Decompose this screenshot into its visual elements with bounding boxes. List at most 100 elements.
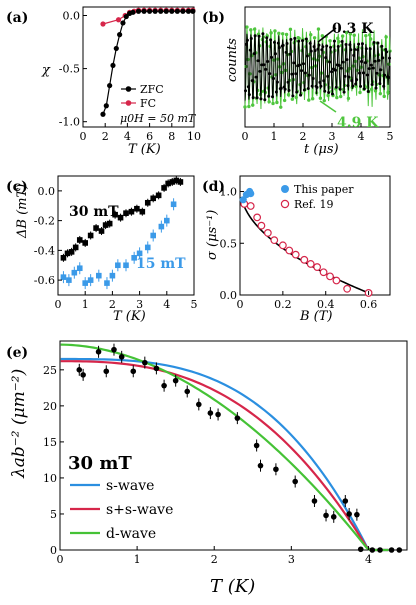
series-0-3k-point [290,72,294,76]
series-0-3k-point [313,49,317,53]
panel-c-xtick-label: 3 [136,298,143,311]
series-4-9k-point [251,103,255,107]
series-0-3k-point [250,79,254,83]
panel-a-ytick-label: -0.5 [59,63,80,76]
panel-a-xtick-label: 6 [146,130,153,143]
zfc-point [100,111,106,117]
data-point [95,349,102,355]
series-4-9k-point [290,97,295,101]
zfc-point [135,8,142,14]
series-0-3k-point [343,74,347,78]
legend-this-paper-marker [281,185,289,193]
series-0-3k-point [340,39,344,43]
series-0-3k-point [374,86,378,90]
fit-curve [240,196,370,295]
series-0-3k-point [344,42,348,46]
series-15mt-point [123,262,129,269]
series-0-3k-point [380,44,384,48]
series-0-3k-point [363,61,367,65]
series-4-9k-point [322,98,326,103]
ref19-point [278,241,287,250]
panel-e-xtick-label: 4 [365,553,372,566]
ref19-point [326,272,334,281]
series-4-9k-point [335,95,339,100]
zfc-point [103,103,109,109]
series-4-9k-point [364,33,368,38]
series-0-3k-point [365,73,369,77]
data-point [207,410,214,416]
series-0-3k-point [353,47,357,51]
data-point [172,377,179,384]
series-0-3k-point [379,68,383,72]
series-4-9k-point [368,37,373,41]
series-0-3k-point [277,46,281,50]
zfc-point [107,82,113,89]
data-point [234,415,241,421]
data-point [354,511,360,518]
series-30mt-point [76,237,83,243]
series-0-3k-point [318,80,322,84]
series-0-3k-point [315,85,319,89]
panel-d-xtick-label: 0.2 [274,298,292,311]
ref19-point [257,221,266,230]
series-4-9k-point [320,34,325,38]
panel-d-ylabel: σ (μs⁻¹) [205,210,220,260]
panel-a-annotation: μ0H = 50 mT [120,112,197,125]
panel-c-xtick-label: 4 [163,298,170,311]
series-15mt-point [150,232,156,239]
panel-d-frame [239,175,391,296]
series-4-9k-point [277,31,281,36]
series-4-9k-point [279,105,283,109]
panel-b-xtick-label: 3 [329,130,336,143]
series-0-3k-point [258,69,262,73]
series-15mt-point [144,244,151,251]
series-0-3k-point [243,89,247,93]
data-point [80,372,86,378]
panel-a-label: (a) [6,10,28,26]
series-0-3k-point [303,71,307,75]
series-0-3k-point [259,97,263,101]
panel-a-frame [82,6,195,128]
legend-ref19-label: Ref. 19 [294,198,333,211]
ref19-point [270,236,279,245]
series-0-3k-point [348,43,352,47]
series-0-3k-point [362,87,366,91]
panel-e-ytick-label: 10 [43,472,57,485]
data-point [130,368,137,375]
series-0-3k-point [285,41,289,45]
series-0-3k-point [330,92,334,96]
series-0-3k-point [356,48,360,52]
series-4-9k-point [282,98,287,103]
zfc-point [147,8,153,14]
series-4-9k-point [267,100,271,104]
series-0-3k-point [263,98,267,102]
series-0-3k-point [256,59,260,63]
panel-e-frame [59,340,408,551]
series-0-3k-point [295,90,299,94]
series-4-9k-point [294,95,298,100]
series-0-3k-point [269,38,273,42]
series-4-9k-point [286,93,291,97]
series-0-3k-point [284,50,288,54]
series-4-9k-point [245,25,249,29]
this-paper-point [247,189,255,198]
panel-a-xlabel: T (K) [128,142,161,157]
series-0-3k-point [372,41,376,45]
series-4-9k-point [309,33,313,37]
panel-d-xtick-label: 0.6 [360,298,378,311]
series-0-3k-point [368,47,372,51]
series-0-3k-point [298,63,302,67]
legend-zfc-label: ZFC [140,83,164,96]
label-0-3k: 0.3 K [332,21,374,37]
panel-c-ylabel: ΔB (mT) [15,184,30,239]
panel-a: 0 2 4 6 8 10 0.0 -0.5 -1.0 (a) χ T (K) ZFC FC μ0… [6,6,201,157]
series-0-3k-point [291,94,295,98]
series-0-3k-point [281,43,285,47]
zfc-point [117,32,123,38]
panel-c-label: (c) [6,179,28,195]
series-30mt-point [169,179,176,185]
panel-b-xtick-label: 5 [387,130,394,143]
series-0-3k-point [255,96,259,100]
data-point [369,547,376,553]
panel-d-xtick-label: 0 [237,298,244,311]
